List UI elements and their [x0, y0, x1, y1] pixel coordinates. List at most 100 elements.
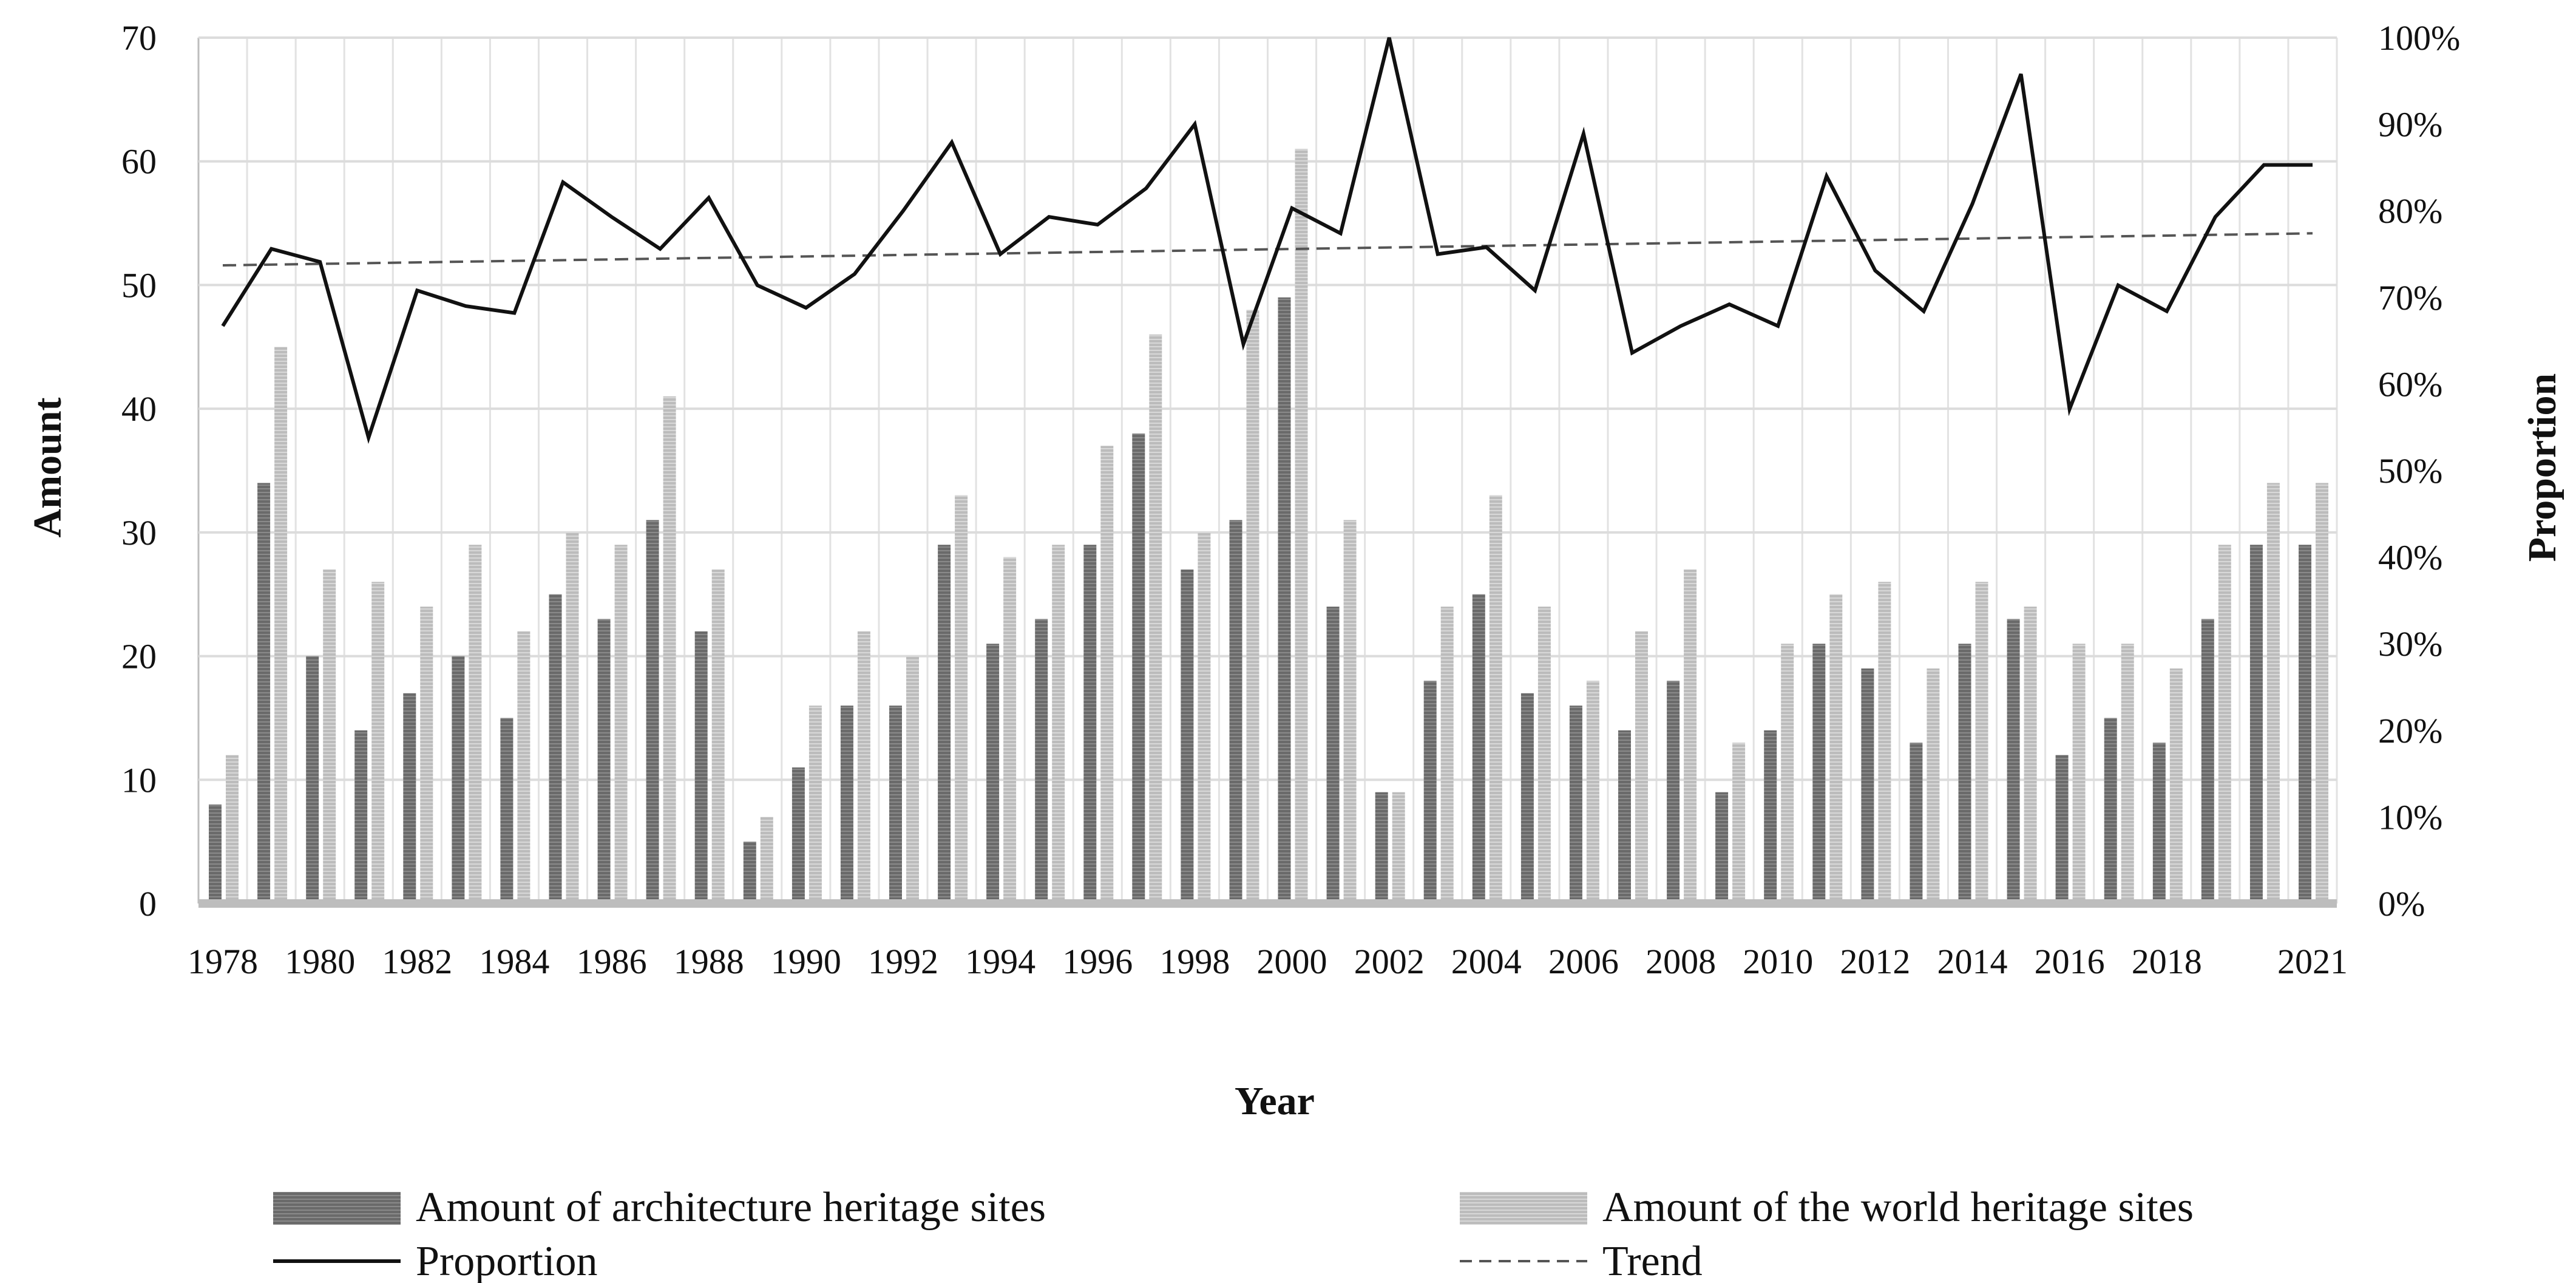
x-tick-label: 1988 — [674, 942, 744, 981]
bar-world — [1684, 570, 1697, 904]
bar-architecture — [986, 644, 1000, 904]
bar-architecture — [1569, 706, 1582, 904]
bar-world — [2024, 607, 2037, 904]
bar-architecture — [1423, 681, 1437, 904]
y-tick-label: 70 — [121, 18, 157, 58]
bar-world — [857, 631, 870, 904]
bar-world — [955, 495, 968, 904]
legend-item-architecture: Amount of architecture heritage sites — [273, 1184, 1046, 1231]
x-tick-label: 1996 — [1062, 942, 1133, 981]
bar-architecture — [2152, 743, 2166, 904]
bar-architecture — [2007, 619, 2020, 904]
x-tick-label: 2000 — [1257, 942, 1327, 981]
bar-world — [1052, 545, 1065, 904]
bar-world — [711, 570, 725, 904]
bar-world — [1635, 631, 1648, 904]
proportion-line — [221, 37, 2313, 444]
y-tick-label: 60 — [121, 142, 157, 182]
y2-axis-title: Proportion — [2520, 373, 2564, 562]
legend-item-world: Amount of the world heritage sites — [1460, 1184, 2194, 1231]
y-axis-title: Amount — [25, 397, 70, 537]
x-tick-label: 2008 — [1646, 942, 1716, 981]
bar-architecture — [209, 805, 222, 904]
bar-world — [906, 656, 919, 904]
y2-tick-label: 100% — [2378, 18, 2460, 58]
bar-architecture — [1472, 594, 1485, 904]
y2-tick-label: 50% — [2378, 451, 2442, 491]
bar-architecture — [257, 483, 271, 904]
bar-architecture — [2104, 718, 2117, 904]
bar-world — [760, 817, 773, 904]
x-tick-label: 2006 — [1548, 942, 1619, 981]
bar-world — [469, 545, 482, 904]
bar-architecture — [1083, 545, 1097, 904]
legend-item-trend: Trend — [1460, 1238, 1703, 1283]
bar-world — [1829, 594, 1843, 904]
lines-layer — [198, 37, 2337, 908]
bar-world — [808, 706, 822, 904]
bar-world — [2072, 644, 2086, 904]
y2-tick-label: 90% — [2378, 105, 2442, 145]
legend-label-proportion: Proportion — [416, 1238, 597, 1283]
bar-architecture — [646, 520, 659, 904]
bar-world — [226, 755, 239, 904]
bar-architecture — [791, 767, 805, 904]
bar-architecture — [743, 842, 756, 904]
x-tick-label: 1992 — [868, 942, 938, 981]
y2-tick-label: 80% — [2378, 191, 2442, 231]
bar-architecture — [1326, 607, 1340, 904]
bar-world — [1586, 681, 1599, 904]
bar-world — [2218, 545, 2231, 904]
bar-world — [420, 607, 433, 904]
bar-world — [1343, 520, 1357, 904]
bar-architecture — [597, 619, 611, 904]
x-tick-label: 1990 — [771, 942, 841, 981]
bar-world — [323, 570, 336, 904]
x-tick-label: 2014 — [1937, 942, 2008, 981]
bar-world — [1100, 446, 1114, 904]
legend-label-trend: Trend — [1602, 1238, 1703, 1283]
bar-world — [1003, 557, 1017, 904]
bar-world — [1781, 644, 1794, 904]
y-tick-label: 10 — [121, 760, 157, 800]
bar-world — [2169, 668, 2183, 904]
bar-architecture — [840, 706, 853, 904]
bar-architecture — [1278, 297, 1291, 904]
trend-line — [223, 232, 2313, 267]
bar-world — [2266, 483, 2280, 904]
bar-world — [1149, 334, 1162, 904]
bar-world — [1489, 495, 1502, 904]
x-tick-label: 1998 — [1159, 942, 1230, 981]
bar-architecture — [403, 693, 416, 904]
x-tick-label: 1982 — [382, 942, 452, 981]
bar-architecture — [1958, 644, 1971, 904]
legend-label-world: Amount of the world heritage sites — [1602, 1184, 2194, 1231]
bar-world — [2121, 644, 2134, 904]
y-tick-label: 40 — [121, 389, 157, 429]
y-tick-label: 30 — [121, 513, 157, 553]
bar-architecture — [1375, 792, 1388, 904]
bar-world — [1927, 668, 1940, 904]
bar-architecture — [1520, 693, 1534, 904]
x-tick-label: 2012 — [1840, 942, 1910, 981]
bar-world — [1732, 743, 1746, 904]
legend-swatch-architecture — [273, 1192, 401, 1225]
y2-tick-label: 10% — [2378, 797, 2442, 837]
y2-tick-label: 20% — [2378, 711, 2442, 750]
bar-architecture — [2249, 545, 2263, 904]
x-tick-label: 2018 — [2132, 942, 2202, 981]
bar-architecture — [1667, 681, 1680, 904]
bar-world — [1975, 582, 1988, 904]
legend: Amount of architecture heritage sites Am… — [273, 1184, 2194, 1283]
legend-item-proportion: Proportion — [273, 1238, 597, 1283]
bar-architecture — [1229, 520, 1242, 904]
x-tick-label: 2016 — [2035, 942, 2105, 981]
bars-layer — [209, 149, 2328, 904]
bar-world — [1537, 607, 1551, 904]
x-tick-label: 1986 — [577, 942, 647, 981]
bar-world — [1246, 310, 1259, 904]
bar-architecture — [1764, 730, 1777, 904]
bar-world — [614, 545, 628, 904]
bar-architecture — [938, 545, 951, 904]
bar-world — [371, 582, 385, 904]
